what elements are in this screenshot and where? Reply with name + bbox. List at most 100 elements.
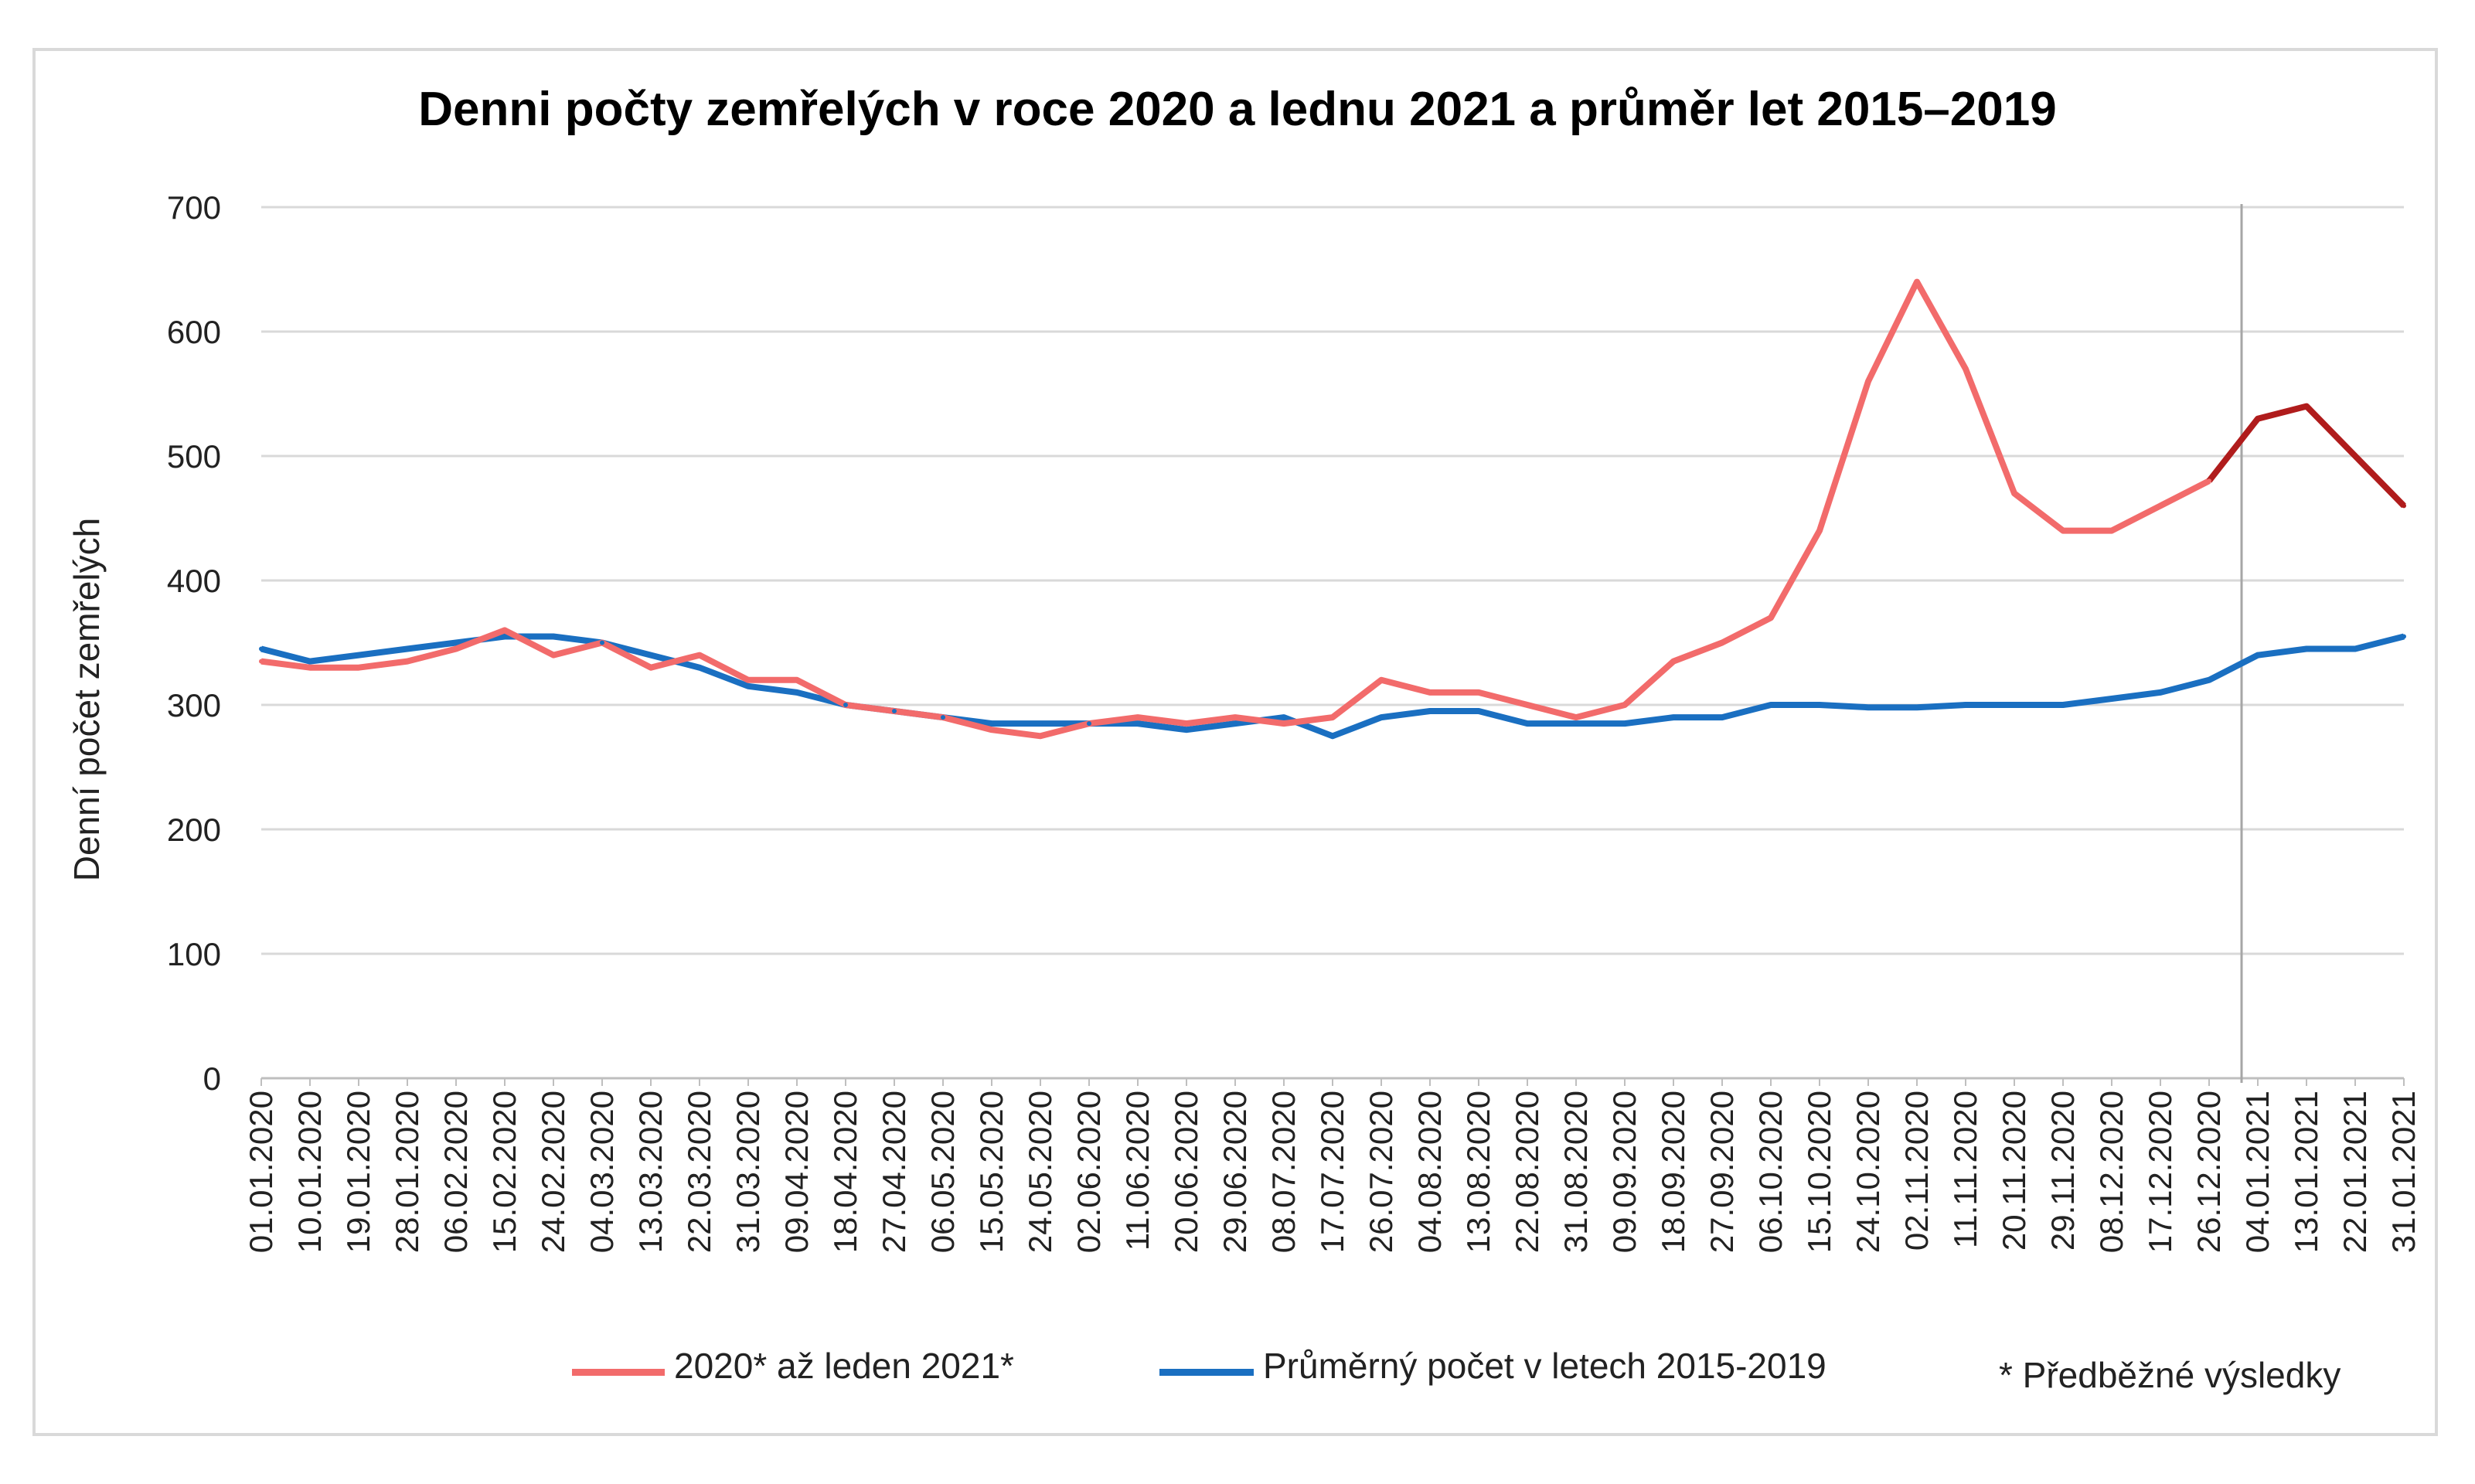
x-tick-label: 28.01.2020 — [389, 1091, 425, 1253]
data-point-2020 — [1769, 615, 1773, 621]
legend-label-average: Průměrný počet v letech 2015-2019 — [1263, 1346, 1826, 1386]
data-point-average — [1720, 715, 1724, 720]
data-point-2020 — [2304, 403, 2309, 409]
data-point-average — [2402, 634, 2406, 639]
x-tick-label: 08.12.2020 — [2093, 1091, 2129, 1253]
data-point-2020 — [1038, 733, 1043, 739]
data-point-2020 — [795, 677, 799, 682]
data-point-2020 — [259, 659, 264, 664]
x-tick-label: 29.06.2020 — [1217, 1091, 1253, 1253]
data-point-2020 — [405, 659, 410, 664]
y-tick-label: 0 — [203, 1060, 221, 1097]
data-point-average — [1769, 703, 1773, 707]
x-tick-label: 15.02.2020 — [486, 1091, 523, 1253]
data-point-average — [941, 715, 945, 720]
data-point-2020 — [1671, 659, 1676, 664]
data-point-average — [454, 640, 458, 645]
legend-label-2020: 2020* až leden 2021* — [674, 1346, 1014, 1386]
data-point-average — [1525, 721, 1530, 727]
data-point-average — [746, 683, 751, 689]
y-tick-label: 500 — [167, 438, 221, 475]
data-point-average — [1379, 715, 1384, 720]
footnote-preliminary: * Předběžné výsledky — [1999, 1355, 2341, 1395]
data-point-2020 — [1622, 703, 1627, 707]
x-tick-label: 20.06.2020 — [1168, 1091, 1204, 1253]
x-tick-label: 31.08.2020 — [1558, 1091, 1594, 1253]
x-tick-label: 17.07.2020 — [1314, 1091, 1350, 1253]
data-point-2020 — [989, 727, 994, 733]
data-point-average — [2255, 652, 2260, 658]
data-point-2020 — [2207, 478, 2211, 484]
data-point-2020 — [1866, 379, 1871, 384]
x-tick-label: 04.01.2021 — [2239, 1091, 2276, 1253]
x-tick-label: 18.09.2020 — [1655, 1091, 1691, 1253]
x-tick-label: 20.11.2020 — [1996, 1091, 2032, 1251]
x-tick-label: 15.05.2020 — [973, 1091, 1009, 1253]
data-point-average — [989, 721, 994, 727]
data-point-2020 — [1817, 528, 1822, 533]
data-point-2020 — [1476, 689, 1481, 695]
data-point-average — [697, 665, 702, 670]
x-tick-label: 09.09.2020 — [1606, 1091, 1643, 1253]
data-point-average — [1963, 703, 1968, 707]
data-point-2020 — [1525, 703, 1530, 707]
x-tick-label: 11.06.2020 — [1119, 1091, 1156, 1251]
chart-title: Denni počty zemřelých v roce 2020 a ledn… — [418, 83, 2057, 136]
data-point-2020 — [697, 652, 702, 658]
data-point-average — [1671, 715, 1676, 720]
data-point-average — [1330, 733, 1335, 739]
data-point-2020 — [1379, 677, 1384, 682]
series-line-average — [260, 633, 2405, 740]
x-tick-label: 26.12.2020 — [2191, 1091, 2227, 1253]
x-tick-label: 15.10.2020 — [1801, 1091, 1837, 1253]
x-tick-label: 22.03.2020 — [681, 1091, 717, 1253]
legend-swatch-2020 — [572, 1369, 665, 1376]
data-point-average — [1866, 705, 1871, 710]
data-point-2020 — [2012, 491, 2017, 496]
x-tick-label: 24.02.2020 — [535, 1091, 571, 1253]
x-tick-label: 02.11.2020 — [1898, 1091, 1935, 1251]
data-point-average — [600, 640, 604, 645]
y-tick-labels: 0 100 200 300 400 500 600 700 — [167, 189, 221, 1097]
data-point-2020 — [1135, 715, 1140, 720]
x-tick-label: 06.05.2020 — [924, 1091, 961, 1253]
data-point-average — [1428, 709, 1432, 714]
x-tick-label: 06.10.2020 — [1752, 1091, 1789, 1253]
data-point-2020 — [2158, 503, 2163, 509]
y-tick-label: 100 — [167, 936, 221, 972]
chart-frame — [32, 48, 2438, 1436]
data-point-2020 — [1233, 715, 1238, 720]
data-point-2020 — [1428, 689, 1432, 695]
data-point-2020 — [308, 665, 312, 670]
x-tick-label: 19.01.2020 — [340, 1091, 376, 1253]
data-point-average — [2012, 703, 2017, 707]
data-point-average — [892, 709, 897, 714]
data-point-2020 — [551, 652, 556, 658]
x-tick-label: 09.04.2020 — [778, 1091, 815, 1253]
data-point-2020 — [1574, 715, 1578, 720]
x-tick-label: 08.07.2020 — [1265, 1091, 1302, 1253]
x-tick-label: 17.12.2020 — [2142, 1091, 2178, 1253]
data-point-2020 — [2402, 503, 2406, 509]
data-point-average — [2158, 689, 2163, 695]
data-point-average — [2109, 696, 2114, 701]
y-tick-label: 400 — [167, 563, 221, 599]
data-point-average — [1087, 721, 1091, 727]
x-tick-label: 13.08.2020 — [1460, 1091, 1496, 1253]
x-tick-label: 13.01.2021 — [2288, 1091, 2324, 1253]
legend-swatch-average — [1159, 1369, 1254, 1376]
y-axis-label: Denní počet zemřelých — [66, 518, 107, 881]
data-point-average — [1817, 703, 1822, 707]
x-tick-label: 24.05.2020 — [1022, 1091, 1058, 1253]
data-point-2020 — [1963, 366, 1968, 372]
data-point-average — [2061, 703, 2065, 707]
data-point-2020 — [1330, 715, 1335, 720]
data-point-average — [2207, 677, 2211, 682]
data-point-2020 — [1720, 640, 1724, 645]
data-point-2020 — [1915, 279, 1919, 284]
x-tick-label: 04.03.2020 — [584, 1091, 620, 1253]
data-point-average — [356, 652, 361, 658]
x-tick-label: 22.01.2021 — [2337, 1091, 2373, 1253]
data-point-2020 — [2353, 454, 2358, 458]
